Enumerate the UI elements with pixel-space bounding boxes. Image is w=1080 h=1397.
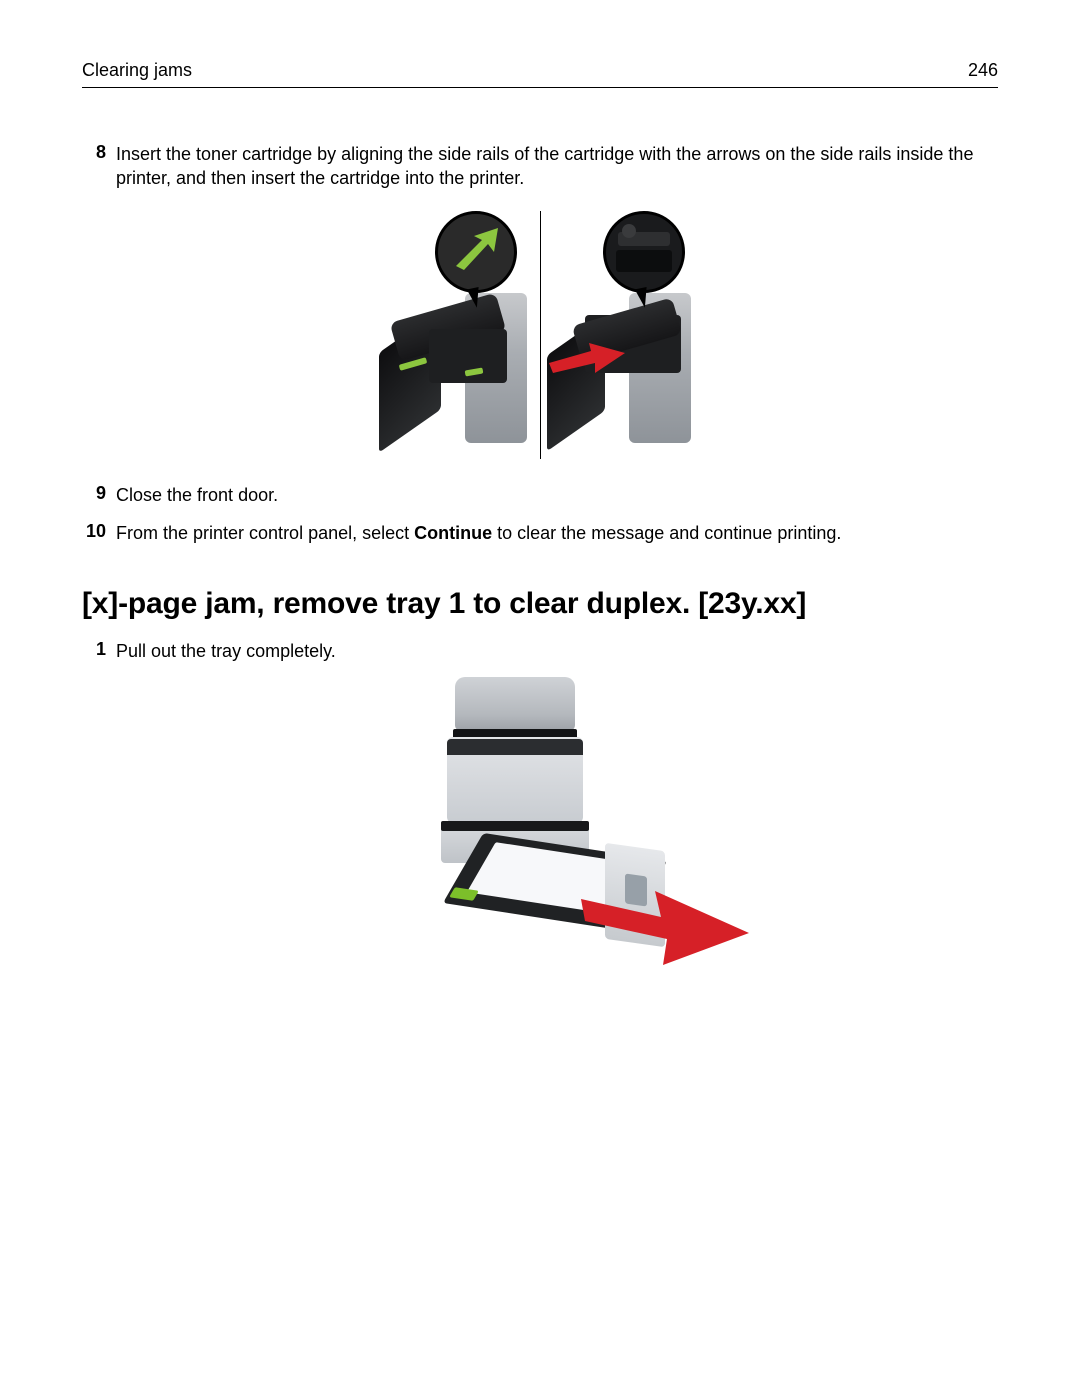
step-list-b: 9 Close the front door. 10 From the prin… (82, 483, 998, 546)
step-number: 9 (82, 483, 106, 504)
step-text: Close the front door. (116, 483, 278, 507)
figure-panel-left (369, 211, 541, 459)
step-item: 10 From the printer control panel, selec… (82, 521, 998, 545)
page-number: 246 (968, 60, 998, 81)
figure-cartridge-insert (82, 211, 998, 459)
step-text: Insert the toner cartridge by aligning t… (116, 142, 998, 191)
manual-page: Clearing jams 246 8 Insert the toner car… (0, 0, 1080, 1397)
section-title: Clearing jams (82, 60, 192, 81)
step-text-bold: Continue (414, 523, 492, 543)
page-header: Clearing jams 246 (82, 60, 998, 88)
figure-tray-pull (82, 677, 998, 977)
red-arrow-icon (547, 339, 627, 379)
red-pull-arrow-icon (581, 877, 751, 967)
green-arrow-icon (438, 214, 514, 290)
step-text: From the printer control panel, select C… (116, 521, 841, 545)
step-item: 9 Close the front door. (82, 483, 998, 507)
step-text-after: to clear the message and continue printi… (492, 523, 841, 543)
step-number: 10 (82, 521, 106, 542)
step-text: Pull out the tray completely. (116, 639, 336, 663)
step-list-c: 1 Pull out the tray completely. (82, 639, 998, 663)
step-item: 8 Insert the toner cartridge by aligning… (82, 142, 998, 191)
figure-panel-right (541, 211, 712, 459)
section-heading: [x]‑page jam, remove tray 1 to clear dup… (82, 587, 998, 621)
step-text-before: From the printer control panel, select (116, 523, 414, 543)
step-number: 1 (82, 639, 106, 660)
step-item: 1 Pull out the tray completely. (82, 639, 998, 663)
step-list-a: 8 Insert the toner cartridge by aligning… (82, 142, 998, 191)
step-number: 8 (82, 142, 106, 163)
